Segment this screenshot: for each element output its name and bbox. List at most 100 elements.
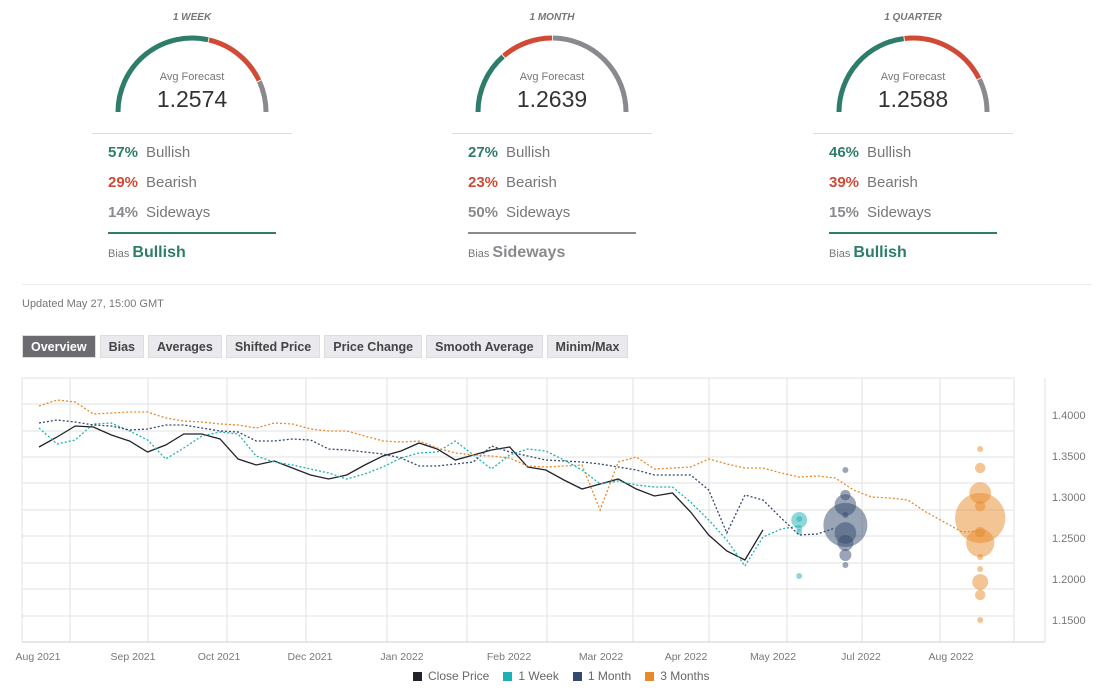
bearish-percent: 39% [829, 174, 860, 191]
gauge-segment-bullish [115, 35, 209, 113]
chart-legend: Close Price 1 Week 1 Month 3 Months [413, 669, 710, 683]
gauge-title: 1 QUARTER [884, 12, 942, 23]
tab-minim-max[interactable]: Minim/Max [546, 335, 629, 358]
legend-label: 1 Week [518, 669, 559, 683]
x-tick-label: Oct 2021 [198, 651, 241, 663]
bullish-percent: 27% [468, 144, 499, 161]
avg-forecast-value: 1.2588 [877, 86, 949, 112]
bias-row: Bias Sideways [468, 244, 565, 262]
forecast-chart: 1.4000 1.3500 1.3000 1.2500 1.2000 1.1500 Aug … [16, 377, 1086, 663]
gauge-arc [836, 35, 990, 113]
y-tick-label: 1.1500 [1052, 615, 1086, 627]
bias-underline [108, 232, 276, 234]
y-tick-label: 1.2000 [1052, 574, 1086, 586]
forecast-bubble-3-months [955, 492, 1006, 544]
bullish-percent: 46% [829, 144, 860, 161]
avg-forecast-label: Avg Forecast [880, 71, 946, 83]
gauge-segment-bullish [475, 54, 505, 113]
bullish-percent: 57% [108, 144, 139, 161]
bias-value: Sideways [492, 244, 566, 261]
legend-label: 3 Months [660, 669, 710, 683]
x-tick-label: Dec 2021 [288, 651, 333, 663]
bias-label: Bias [108, 248, 130, 260]
forecast-bubble-1-week [796, 515, 803, 522]
x-tick-label: Mar 2022 [579, 651, 624, 663]
series-line-1-month [38, 419, 836, 536]
gauge-title: 1 WEEK [172, 12, 212, 23]
legend-item-1-month[interactable]: 1 Month [572, 669, 632, 683]
forecast-bubble-3-months [975, 462, 986, 474]
bias-underline [468, 232, 636, 234]
bias-label: Bias [468, 248, 490, 260]
x-tick-label: Feb 2022 [487, 651, 532, 663]
gauge-divider [92, 133, 292, 134]
forecast-bubble-3-months [975, 500, 986, 512]
bullish-row: 57% Bullish [108, 144, 190, 161]
legend-swatch [645, 672, 655, 681]
tab-shifted-price[interactable]: Shifted Price [225, 335, 321, 358]
x-tick-label: Aug 2022 [929, 651, 974, 663]
bearish-percent: 29% [108, 174, 139, 191]
forecast-bubble-1-month [840, 489, 851, 501]
gauge-divider [813, 133, 1013, 134]
gauge-segment-sideways [977, 78, 990, 113]
tab-overview[interactable]: Overview [22, 335, 96, 358]
sideways-percent: 14% [108, 204, 139, 221]
avg-forecast-value: 1.2574 [156, 86, 228, 112]
x-tick-label: Jul 2022 [841, 651, 881, 663]
forecast-bubble-3-months [975, 526, 986, 538]
gauge-segment-bullish [836, 36, 905, 113]
y-tick-label: 1.3000 [1052, 492, 1086, 504]
legend-swatch [503, 672, 513, 681]
tab-bias[interactable]: Bias [99, 335, 144, 358]
sideways-percent: 15% [829, 204, 860, 221]
legend-item-close-price[interactable]: Close Price [413, 669, 489, 683]
legend-label: 1 Month [587, 669, 632, 683]
legend-item-3-months[interactable]: 3 Months [645, 669, 710, 683]
bullish-label: Bullish [146, 144, 191, 161]
gauge-segment-sideways [257, 80, 269, 113]
x-tick-label: May 2022 [750, 651, 796, 663]
series-line-1-week [38, 422, 800, 568]
gauge-segment-sideways [552, 35, 629, 113]
forecast-bubble-3-months [977, 565, 984, 572]
x-tick-label: Sep 2021 [111, 651, 156, 663]
bearish-percent: 23% [468, 174, 499, 191]
legend-swatch [572, 672, 582, 681]
forecast-bubble-1-month [842, 561, 849, 568]
bullish-row: 46% Bullish [829, 144, 911, 161]
forecast-bubble-3-months [969, 482, 992, 504]
bias-underline [829, 232, 997, 234]
bearish-label: Bearish [146, 174, 197, 191]
tab-smooth-average[interactable]: Smooth Average [426, 335, 543, 358]
bullish-label: Bullish [506, 144, 551, 161]
x-tick-label: Aug 2021 [16, 651, 61, 663]
forecast-bubble-1-week [796, 529, 803, 536]
bearish-row: 39% Bearish [829, 174, 918, 191]
legend-item-1-week[interactable]: 1 Week [503, 669, 559, 683]
bias-label: Bias [829, 248, 851, 260]
updated-timestamp: Updated May 27, 15:00 GMT [22, 298, 164, 310]
bias-value: Bullish [853, 244, 907, 261]
series-line-3-months [38, 399, 981, 533]
sideways-row: 14% Sideways [108, 204, 210, 221]
gauge-arc [475, 35, 629, 113]
forecast-bubble-3-months [972, 574, 989, 590]
forecast-bubble-1-month [842, 467, 849, 474]
bearish-label: Bearish [867, 174, 918, 191]
x-tick-label: Apr 2022 [665, 651, 708, 663]
bias-value: Bullish [132, 244, 186, 261]
sideways-row: 15% Sideways [829, 204, 931, 221]
sideways-label: Sideways [867, 204, 932, 221]
x-tick-label: Jan 2022 [380, 651, 423, 663]
bullish-row: 27% Bullish [468, 144, 550, 161]
forecast-bubble-1-month [834, 494, 857, 516]
tab-averages[interactable]: Averages [148, 335, 222, 358]
series-line-close-price [38, 425, 764, 561]
forecast-bubble-1-month [842, 512, 849, 519]
gauge-title: 1 MONTH [529, 12, 575, 23]
y-tick-label: 1.2500 [1052, 533, 1086, 545]
avg-forecast-label: Avg Forecast [159, 71, 225, 83]
tab-price-change[interactable]: Price Change [324, 335, 423, 358]
gauge-segment-bearish [208, 37, 262, 82]
